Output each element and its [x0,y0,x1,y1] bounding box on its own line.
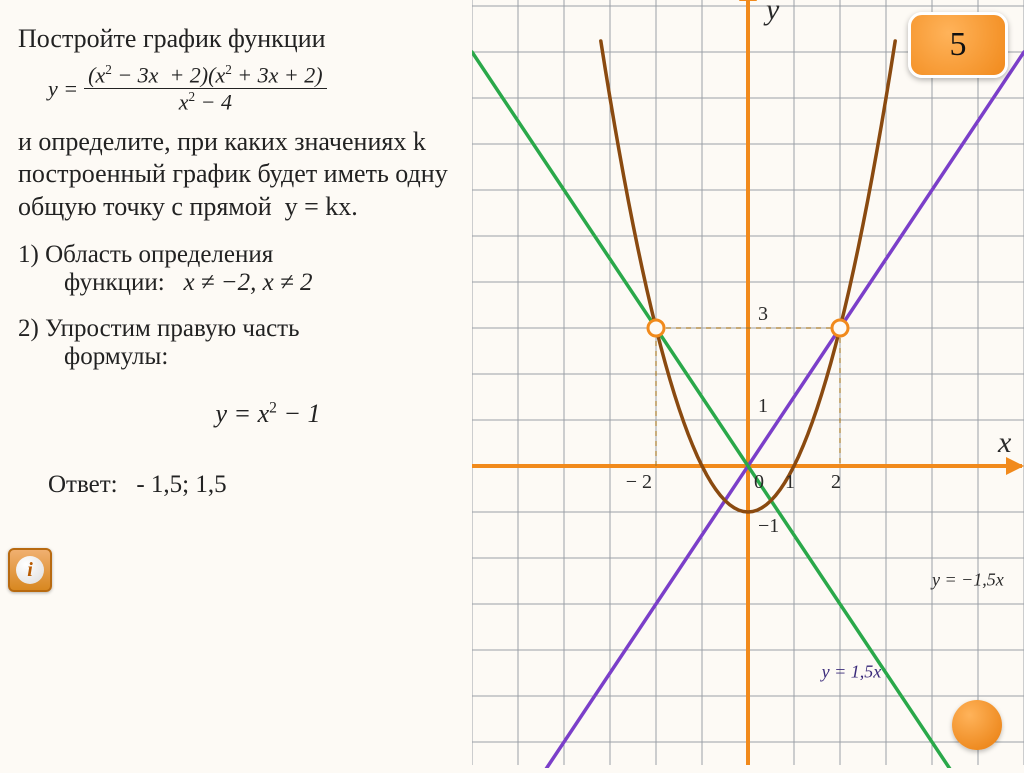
step1-condition: x ≠ −2, x ≠ 2 [183,269,312,296]
step1-label: 1) Область определения [18,241,273,268]
denominator: x2 − 4 [175,89,236,115]
numerator: (x2 − 3x + 2)(x2 + 3x + 2) [84,62,326,88]
svg-text:− 2: − 2 [626,471,652,493]
step-2: 2) Упростим правую часть формулы: [18,315,458,371]
chart-area: yxy = 1,5xy = −1,5x− 201213−1 [472,0,1024,768]
svg-text:y = −1,5x: y = −1,5x [930,570,1004,590]
problem-paragraph: и определите, при каких значениях k пост… [18,126,458,224]
info-button[interactable]: i [8,548,52,592]
svg-text:−1: −1 [758,515,779,537]
step2-label: 2) Упростим правую часть [18,315,300,342]
main-formula: y = (x2 − 3x + 2)(x2 + 3x + 2) x2 − 4 [48,62,458,116]
svg-text:1: 1 [785,471,795,493]
page-title: Постройте график функции [18,24,458,54]
svg-text:y: y [763,0,780,26]
step1-sub: функции: [64,269,165,296]
text-panel: Постройте график функции y = (x2 − 3x + … [18,24,458,499]
svg-text:1: 1 [758,395,768,417]
simplified-eq: y = x2 − 1 [78,399,458,429]
svg-text:3: 3 [758,303,768,325]
info-icon: i [16,556,44,584]
chart-svg: yxy = 1,5xy = −1,5x− 201213−1 [472,0,1024,768]
slide-number-badge: 5 [908,12,1008,78]
step-1: 1) Область определения функции: x ≠ −2, … [18,241,458,297]
answer-value: - 1,5; 1,5 [136,471,226,498]
nav-dot[interactable] [952,700,1002,750]
fraction: (x2 − 3x + 2)(x2 + 3x + 2) x2 − 4 [84,62,326,116]
svg-text:2: 2 [831,471,841,493]
answer: Ответ: - 1,5; 1,5 [48,471,458,499]
svg-text:0: 0 [754,471,764,493]
step2-sub: формулы: [64,343,168,370]
svg-text:x: x [997,426,1012,459]
answer-label: Ответ: [48,471,118,498]
svg-text:y = 1,5x: y = 1,5x [820,662,882,682]
formula-lhs: y = [48,76,78,102]
